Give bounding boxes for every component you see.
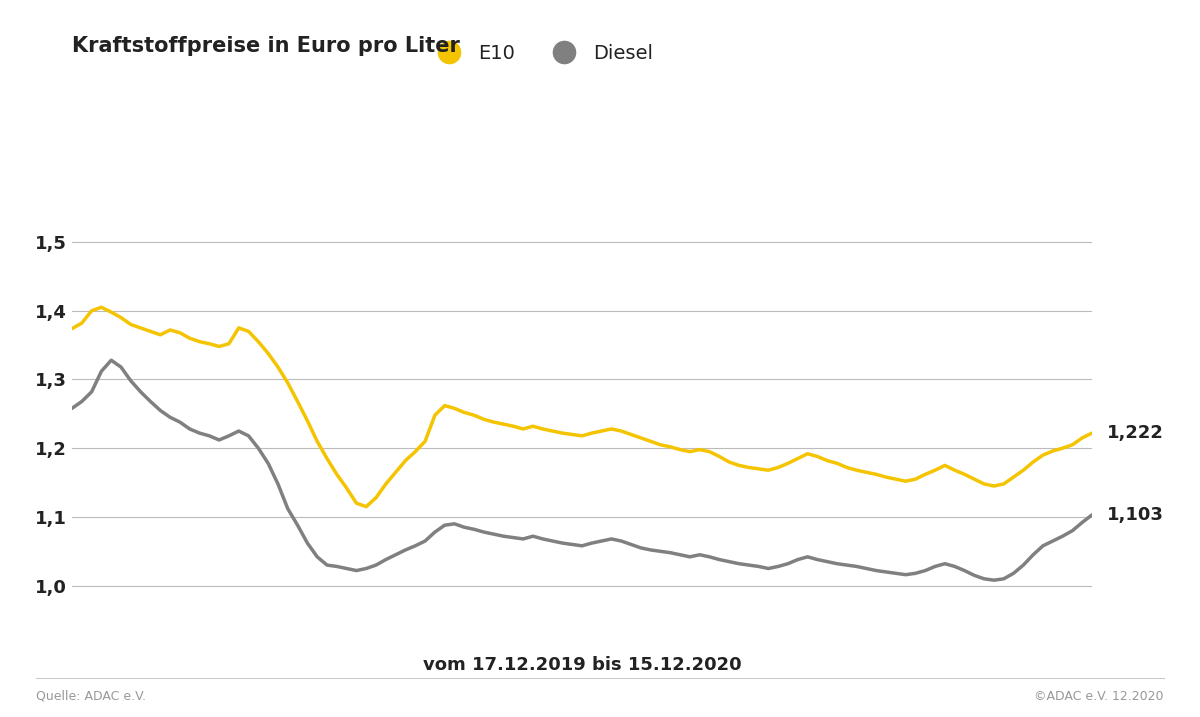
Text: Kraftstoffpreise in Euro pro Liter: Kraftstoffpreise in Euro pro Liter (72, 36, 460, 56)
Text: ©ADAC e.V. 12.2020: ©ADAC e.V. 12.2020 (1034, 690, 1164, 703)
Text: 1,222: 1,222 (1108, 424, 1164, 442)
Legend: E10, Diesel: E10, Diesel (421, 36, 661, 70)
Text: Quelle: ADAC e.V.: Quelle: ADAC e.V. (36, 690, 146, 703)
Text: vom 17.12.2019 bis 15.12.2020: vom 17.12.2019 bis 15.12.2020 (422, 656, 742, 674)
Text: 1,103: 1,103 (1108, 506, 1164, 524)
